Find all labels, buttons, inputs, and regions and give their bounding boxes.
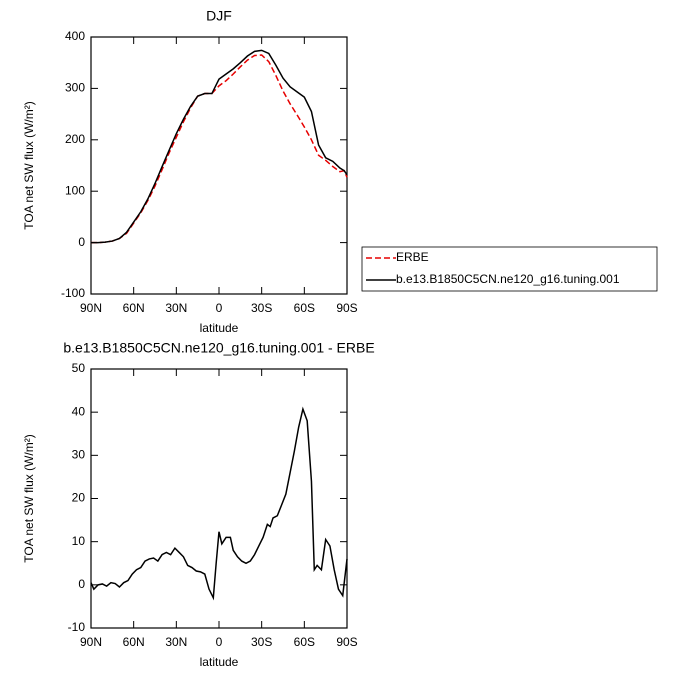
plot-frame bbox=[90, 368, 348, 629]
x-tick-label: 90S bbox=[336, 635, 357, 649]
data-line bbox=[91, 49, 348, 244]
x-tick-label: 90N bbox=[80, 301, 102, 315]
chart-title: b.e13.B1850C5CN.ne120_g16.tuning.001 - E… bbox=[63, 340, 374, 356]
data-line bbox=[91, 54, 348, 244]
y-axis-label: TOA net SW flux (W/m²) bbox=[22, 101, 36, 229]
y-tick-label: 20 bbox=[72, 491, 86, 505]
y-tick-label: 40 bbox=[72, 404, 86, 418]
x-tick-label: 60N bbox=[123, 301, 145, 315]
y-tick-label: 200 bbox=[65, 132, 85, 146]
x-tick-label: 0 bbox=[216, 635, 223, 649]
x-tick-label: 90S bbox=[336, 301, 357, 315]
x-tick-label: 90N bbox=[80, 635, 102, 649]
y-tick-label: 30 bbox=[72, 448, 86, 462]
x-axis-label: latitude bbox=[200, 321, 239, 335]
x-tick-label: 0 bbox=[216, 301, 223, 315]
y-tick-label: -100 bbox=[61, 286, 85, 300]
x-tick-label: 30S bbox=[251, 635, 272, 649]
y-axis-label: TOA net SW flux (W/m²) bbox=[22, 434, 36, 562]
x-tick-label: 60N bbox=[123, 635, 145, 649]
y-tick-label: 100 bbox=[65, 183, 85, 197]
y-tick-label: 0 bbox=[78, 577, 85, 591]
chart-title: DJF bbox=[206, 8, 232, 24]
y-tick-label: 10 bbox=[72, 534, 86, 548]
y-tick-label: 400 bbox=[65, 29, 85, 43]
y-tick-label: -10 bbox=[68, 620, 86, 634]
y-tick-label: 0 bbox=[78, 235, 85, 249]
legend-label: ERBE bbox=[396, 250, 429, 264]
x-tick-label: 60S bbox=[294, 301, 315, 315]
plot-frame bbox=[90, 36, 348, 295]
legend-box bbox=[361, 246, 658, 292]
x-axis-label: latitude bbox=[200, 655, 239, 669]
x-tick-label: 30S bbox=[251, 301, 272, 315]
x-tick-label: 60S bbox=[294, 635, 315, 649]
x-tick-label: 30N bbox=[165, 635, 187, 649]
x-tick-label: 30N bbox=[165, 301, 187, 315]
legend-label: b.e13.B1850C5CN.ne120_g16.tuning.001 bbox=[396, 272, 620, 286]
data-line bbox=[90, 406, 348, 601]
y-tick-label: 300 bbox=[65, 81, 85, 95]
y-tick-label: 50 bbox=[72, 361, 86, 375]
